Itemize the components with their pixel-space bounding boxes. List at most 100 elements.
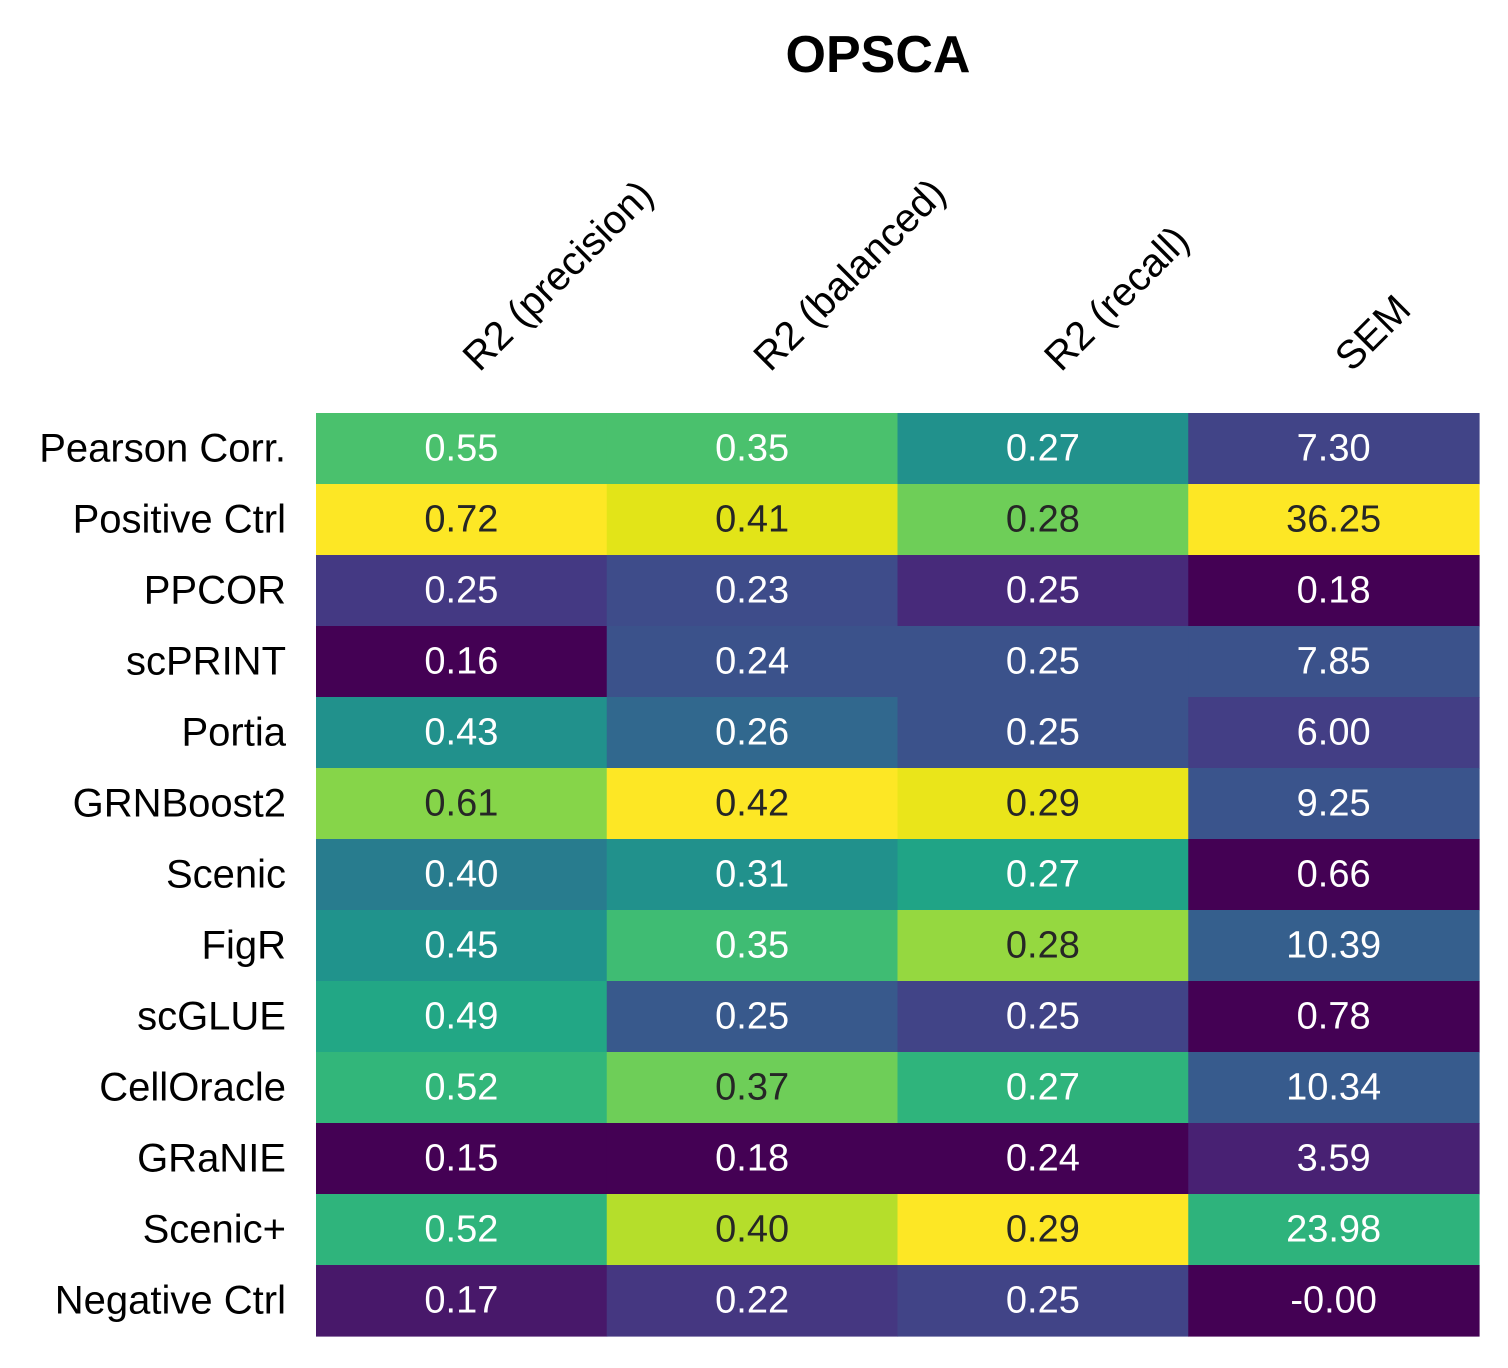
row-label: scGLUE xyxy=(137,995,286,1039)
cell-value-label: 0.43 xyxy=(424,712,498,754)
row-label: FigR xyxy=(202,924,286,968)
heatmap-cell xyxy=(1188,484,1480,556)
column-label: SEM xyxy=(1327,287,1419,379)
cell-value-label: -0.00 xyxy=(1290,1280,1377,1322)
heatmap-cell xyxy=(316,413,608,485)
heatmap-cell-values: 0.55 0.35 0.27 7.30 0.72 0.41 0.28 36.25 0.25 0.2… xyxy=(424,428,1381,1322)
heatmap-cell xyxy=(1188,768,1480,840)
cell-value-label: 0.28 xyxy=(1006,499,1080,541)
cell-value-label: 0.25 xyxy=(1006,996,1080,1038)
heatmap-cell xyxy=(606,768,899,840)
heatmap-cell xyxy=(897,555,1189,627)
heatmap-cell xyxy=(316,1123,608,1195)
cell-value-label: 0.40 xyxy=(424,854,498,896)
cell-value-label: 0.18 xyxy=(715,1138,789,1180)
column-label: R2 (balanced) xyxy=(745,171,954,380)
heatmap-cell xyxy=(606,697,899,769)
heatmap-cell xyxy=(316,1052,608,1124)
cell-value-label: 0.27 xyxy=(1006,854,1080,896)
heatmap-cell xyxy=(897,1123,1189,1195)
row-label: CellOracle xyxy=(99,1066,286,1110)
heatmap-cell xyxy=(897,626,1189,698)
cell-value-label: 0.45 xyxy=(424,925,498,967)
heatmap-cell xyxy=(606,839,899,911)
cell-value-label: 23.98 xyxy=(1286,1209,1381,1251)
cell-value-label: 10.39 xyxy=(1286,925,1381,967)
heatmap-cell xyxy=(606,626,899,698)
row-label: Positive Ctrl xyxy=(73,498,286,542)
heatmap-cell xyxy=(606,1265,899,1337)
heatmap-cell xyxy=(316,839,608,911)
heatmap-cell xyxy=(1188,555,1480,627)
heatmap-cell xyxy=(897,1052,1189,1124)
chart-title: OPSCA xyxy=(786,26,971,84)
cell-value-label: 0.78 xyxy=(1297,996,1371,1038)
heatmap-cell xyxy=(316,981,608,1053)
cell-value-label: 0.25 xyxy=(715,996,789,1038)
cell-value-label: 7.30 xyxy=(1297,428,1371,470)
heatmap-cell xyxy=(606,484,899,556)
heatmap-cell xyxy=(897,768,1189,840)
row-label: GRaNIE xyxy=(137,1137,286,1181)
row-label: Portia xyxy=(182,711,287,755)
heatmap-cell xyxy=(316,910,608,982)
heatmap-cell xyxy=(316,697,608,769)
cell-value-label: 0.35 xyxy=(715,428,789,470)
cell-value-label: 0.25 xyxy=(424,570,498,612)
heatmap-cell xyxy=(316,768,608,840)
cell-value-label: 0.16 xyxy=(424,641,498,683)
cell-value-label: 0.24 xyxy=(1006,1138,1080,1180)
cell-value-label: 0.61 xyxy=(424,783,498,825)
heatmap-cell xyxy=(316,1265,608,1337)
heatmap-cell xyxy=(1188,697,1480,769)
heatmap-cell xyxy=(1188,910,1480,982)
cell-value-label: 0.25 xyxy=(1006,570,1080,612)
cell-value-label: 0.42 xyxy=(715,783,789,825)
cell-value-label: 0.25 xyxy=(1006,641,1080,683)
cell-value-label: 0.41 xyxy=(715,499,789,541)
cell-value-label: 0.52 xyxy=(424,1209,498,1251)
cell-value-label: 0.31 xyxy=(715,854,789,896)
heatmap-cell xyxy=(897,910,1189,982)
cell-value-label: 0.40 xyxy=(715,1209,789,1251)
cell-value-label: 0.25 xyxy=(1006,712,1080,754)
cell-value-label: 0.66 xyxy=(1297,854,1371,896)
cell-value-label: 0.17 xyxy=(424,1280,498,1322)
row-label: scPRINT xyxy=(126,640,286,684)
cell-value-label: 36.25 xyxy=(1286,499,1381,541)
cell-value-label: 0.15 xyxy=(424,1138,498,1180)
column-label: R2 (precision) xyxy=(455,172,662,379)
heatmap-cell xyxy=(606,1052,899,1124)
cell-value-label: 0.37 xyxy=(715,1067,789,1109)
heatmap-cells xyxy=(316,413,1480,1337)
row-label: Negative Ctrl xyxy=(55,1279,286,1323)
cell-value-label: 0.25 xyxy=(1006,1280,1080,1322)
heatmap-cell xyxy=(1188,1265,1480,1337)
cell-value-label: 6.00 xyxy=(1297,712,1371,754)
heatmap-cell xyxy=(897,981,1189,1053)
cell-value-label: 3.59 xyxy=(1297,1138,1371,1180)
cell-value-label: 0.26 xyxy=(715,712,789,754)
heatmap-cell xyxy=(897,1194,1189,1266)
row-label: PPCOR xyxy=(144,569,286,613)
heatmap-cell xyxy=(606,981,899,1053)
cell-value-label: 9.25 xyxy=(1297,783,1371,825)
row-label: GRNBoost2 xyxy=(73,782,286,826)
heatmap-cell xyxy=(1188,839,1480,911)
heatmap-cell xyxy=(897,839,1189,911)
row-label: Scenic xyxy=(166,853,286,897)
heatmap-cell xyxy=(897,413,1189,485)
heatmap-cell xyxy=(897,697,1189,769)
heatmap-cell xyxy=(1188,1194,1480,1266)
heatmap-cell xyxy=(606,1194,899,1266)
cell-value-label: 7.85 xyxy=(1297,641,1371,683)
cell-value-label: 0.72 xyxy=(424,499,498,541)
cell-value-label: 0.27 xyxy=(1006,1067,1080,1109)
heatmap-cell xyxy=(606,555,899,627)
cell-value-label: 0.29 xyxy=(1006,783,1080,825)
row-label: Pearson Corr. xyxy=(39,427,286,471)
heatmap-cell xyxy=(1188,413,1480,485)
cell-value-label: 0.28 xyxy=(1006,925,1080,967)
row-labels: Pearson Corr. Positive Ctrl PPCOR scPRINT Po… xyxy=(39,427,287,1323)
